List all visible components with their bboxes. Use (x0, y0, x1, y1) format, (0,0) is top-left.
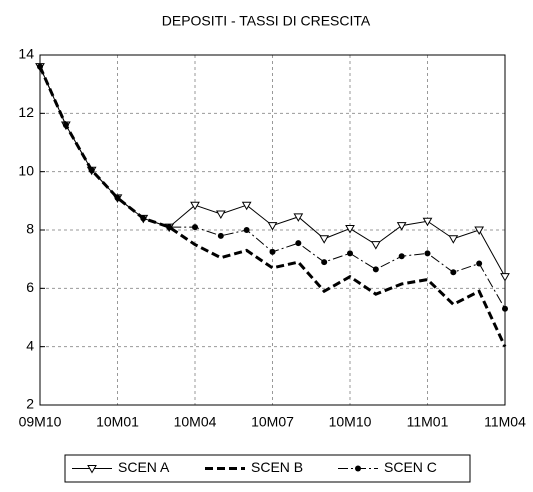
legend-label: SCEN C (384, 459, 437, 475)
x-tick-label: 11M04 (484, 414, 526, 430)
y-tick-label: 10 (18, 162, 34, 178)
marker (166, 224, 173, 231)
legend-label: SCEN A (118, 459, 170, 475)
legend-box (64, 454, 471, 483)
marker (448, 235, 459, 244)
marker (293, 213, 304, 222)
marker (476, 260, 483, 267)
marker (502, 305, 508, 312)
marker (345, 225, 355, 234)
marker (370, 241, 381, 250)
marker (347, 250, 353, 257)
y-tick-label: 2 (26, 396, 34, 412)
marker (422, 217, 433, 227)
marker (267, 222, 278, 231)
x-tick-label: 09M10 (19, 414, 62, 430)
x-tick-label: 11M01 (407, 414, 449, 430)
x-tick-label: 10M01 (96, 414, 139, 430)
marker (192, 224, 198, 231)
marker (37, 63, 43, 70)
x-tick-label: 10M10 (329, 414, 372, 430)
chart-title: DEPOSITI - TASSI DI CRESCITA (162, 13, 371, 29)
marker (88, 167, 95, 174)
marker (474, 226, 485, 236)
marker (398, 253, 405, 260)
marker (243, 227, 250, 233)
plot-frame (39, 54, 506, 406)
legend-label: SCEN B (251, 459, 303, 475)
marker (140, 215, 147, 222)
legend: SCEN A SCEN B SCEN C (64, 454, 471, 483)
marker (190, 201, 200, 211)
marker (321, 259, 328, 266)
marker (114, 194, 121, 201)
marker (217, 232, 224, 239)
marker (87, 465, 97, 474)
marker (396, 222, 407, 231)
y-tick-label: 12 (18, 104, 34, 120)
marker (424, 250, 431, 257)
marker (215, 210, 226, 219)
y-tick-label: 4 (26, 337, 34, 353)
y-tick-label: 8 (26, 221, 34, 237)
y-tick-label: 14 (18, 46, 34, 62)
marker (62, 122, 69, 128)
marker (500, 273, 510, 282)
marker (295, 240, 302, 247)
marker (319, 235, 330, 244)
marker (372, 266, 379, 273)
marker (241, 201, 252, 211)
marker (269, 248, 276, 255)
x-tick-label: 10M07 (251, 414, 294, 430)
x-tick-label: 10M04 (174, 414, 217, 430)
marker (355, 465, 361, 472)
y-tick-label: 6 (26, 279, 34, 295)
marker (450, 269, 457, 276)
